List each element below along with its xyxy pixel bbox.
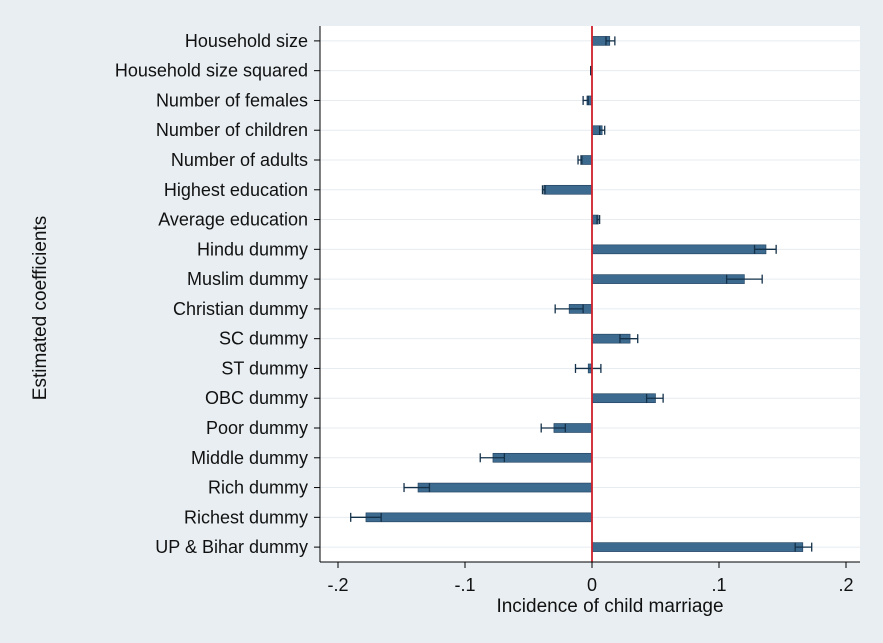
- coefficient-bar: [492, 452, 593, 463]
- y-tick-label: Middle dummy: [191, 448, 308, 468]
- x-axis-label: Incidence of child marriage: [496, 596, 723, 617]
- y-tick-label: Hindu dummy: [197, 239, 308, 259]
- y-tick-label: ST dummy: [221, 358, 308, 378]
- axes: Household size Household size squared Numb…: [115, 26, 860, 595]
- coefficient-bar: [591, 274, 745, 284]
- y-tick-label: Muslim dummy: [187, 269, 308, 289]
- y-axis-label: Estimated coefficients: [30, 216, 51, 400]
- y-tick-label: Christian dummy: [173, 299, 308, 319]
- x-tick-label: -.1: [454, 575, 475, 595]
- y-tick-label: Household size squared: [115, 61, 308, 81]
- y-tick-label: Richest dummy: [184, 507, 308, 527]
- y-tick-label: Average education: [158, 210, 308, 230]
- plot-area: [320, 26, 860, 562]
- coefficient-bar: [543, 184, 593, 195]
- bars: [350, 36, 813, 552]
- x-tick-label: -.2: [327, 575, 348, 595]
- coefficient-bar: [591, 244, 767, 255]
- coefficient-bar: [417, 482, 593, 493]
- x-tick-label: .2: [838, 575, 853, 595]
- y-tick-label: Rich dummy: [208, 478, 308, 498]
- y-tick-label: Poor dummy: [206, 418, 308, 438]
- coefficient-bar: [365, 512, 593, 523]
- y-tick-label: Highest education: [164, 180, 308, 200]
- y-tick-label: OBC dummy: [205, 388, 308, 408]
- y-tick-label: Number of children: [156, 120, 308, 140]
- y-tick-label: SC dummy: [219, 329, 308, 349]
- x-tick-label: .1: [711, 575, 726, 595]
- y-tick-label: Number of adults: [171, 150, 308, 170]
- y-tick-label: Household size: [185, 31, 308, 51]
- coefficient-bar: [591, 542, 804, 552]
- y-tick-label: UP & Bihar dummy: [155, 537, 308, 557]
- x-tick-label: 0: [587, 575, 597, 595]
- y-tick-label: Number of females: [156, 90, 308, 110]
